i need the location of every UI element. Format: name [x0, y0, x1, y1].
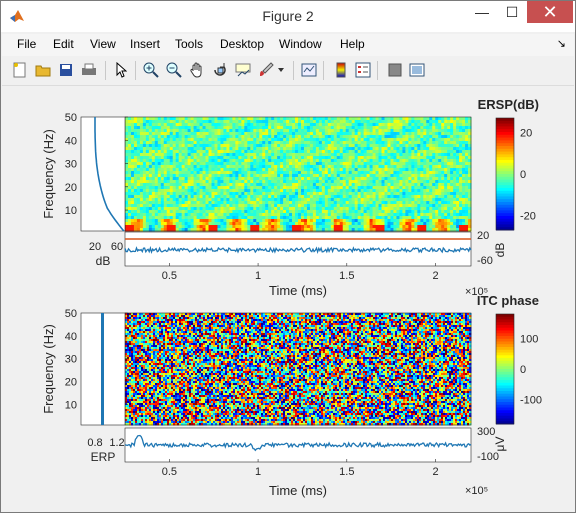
- data-cursor-icon[interactable]: [234, 61, 252, 79]
- bottom-ytick-label: 20: [477, 230, 489, 242]
- minimize-button[interactable]: —: [475, 4, 489, 20]
- xtick-label: 2: [432, 466, 438, 478]
- left-xtick-label: 60: [111, 241, 123, 253]
- print-icon[interactable]: [80, 61, 98, 79]
- left-xlabel: dB: [96, 254, 111, 268]
- trace-line: [124, 245, 472, 255]
- x-exponent: ×10⁵: [465, 286, 488, 298]
- menu-desktop[interactable]: Desktop: [220, 37, 265, 51]
- menu-edit[interactable]: Edit: [53, 37, 74, 51]
- show-plot-tools-icon[interactable]: [408, 61, 426, 79]
- ytick-label: 30: [65, 159, 77, 171]
- left-xtick-label: 0.8: [87, 437, 102, 449]
- xlabel: Time (ms): [269, 283, 327, 298]
- chart-title: ERSP(dB): [478, 97, 539, 112]
- colorbar-1[interactable]: 20 0 -20 dB: [493, 117, 536, 258]
- left-xlabel: ERP: [91, 450, 116, 464]
- bottom-ytick-label: 300: [477, 426, 495, 438]
- ytick-label: 50: [65, 308, 77, 320]
- menu-bar: File Edit View Insert Tools Desktop Wind…: [2, 34, 574, 56]
- ytick-label: 50: [65, 112, 77, 124]
- left-xtick-label: 20: [89, 241, 101, 253]
- menu-file[interactable]: File: [17, 37, 37, 51]
- ylabel: Frequency (Hz): [41, 324, 56, 414]
- legend-icon[interactable]: [354, 61, 372, 79]
- bottom-panel-2: 300 -100: [124, 426, 499, 463]
- ytick-label: 40: [65, 135, 77, 147]
- toolbar: [2, 57, 574, 86]
- colorbar-label: μV: [493, 437, 507, 452]
- save-icon[interactable]: [57, 61, 75, 79]
- chart-title: ITC phase: [477, 293, 539, 308]
- xtick-label: 1.5: [339, 270, 354, 282]
- ytick-label: 10: [65, 205, 77, 217]
- colorbar-icon[interactable]: [332, 61, 350, 79]
- zoom-out-icon[interactable]: [165, 61, 183, 79]
- colorbar-label: dB: [493, 243, 507, 258]
- colorbar-tick-label: -20: [520, 210, 536, 222]
- hide-plot-tools-icon[interactable]: [386, 61, 404, 79]
- link-plot-icon[interactable]: [300, 61, 318, 79]
- menu-tools[interactable]: Tools: [175, 37, 204, 51]
- title-bar: Figure 2 — ☐ ✕: [1, 1, 575, 32]
- ytick-label: 20: [65, 377, 77, 389]
- ytick-label: 30: [65, 354, 77, 366]
- pan-icon[interactable]: [188, 61, 206, 79]
- xtick-label: 1.5: [339, 466, 354, 478]
- trace-line: [124, 434, 472, 452]
- xtick-label: 2: [432, 270, 438, 282]
- ytick-label: 40: [65, 331, 77, 343]
- menu-insert[interactable]: Insert: [130, 37, 161, 51]
- dropdown-arrow-icon[interactable]: [276, 61, 286, 79]
- xlabel: Time (ms): [269, 483, 327, 498]
- xtick-label: 1: [255, 466, 261, 478]
- new-figure-icon[interactable]: [11, 61, 29, 79]
- colorbar-tick-label: 0: [520, 169, 526, 181]
- ylabel: Frequency (Hz): [41, 129, 56, 219]
- bottom-ytick-label: -100: [477, 451, 499, 463]
- erp-bar: [101, 313, 104, 425]
- maximize-button[interactable]: ☐: [505, 4, 519, 20]
- open-file-icon[interactable]: [34, 61, 52, 79]
- menu-window[interactable]: Window: [279, 37, 322, 51]
- brush-icon[interactable]: [257, 61, 275, 79]
- menu-help[interactable]: Help: [340, 37, 365, 51]
- window-title: Figure 2: [262, 8, 314, 24]
- xtick-label: 1: [255, 270, 261, 282]
- matlab-icon: [10, 10, 24, 22]
- zoom-in-icon[interactable]: [142, 61, 160, 79]
- colorbar-tick-label: 0: [520, 364, 526, 376]
- colorbar-tick-label: -100: [520, 395, 542, 407]
- left-xtick-label: 1.2: [109, 437, 124, 449]
- ytick-label: 10: [65, 399, 77, 411]
- figure-canvas: 20 60 dB 10 20 30 40 50 Frequency (Hz) 20 -60 0.5 1 1…: [9, 87, 569, 507]
- heatmap-2[interactable]: [125, 313, 472, 426]
- spectrum-line: [94, 117, 125, 232]
- colorbar-2[interactable]: 100 0 -100 μV: [493, 313, 542, 452]
- heatmap-1[interactable]: [125, 117, 472, 232]
- rotate-3d-icon[interactable]: [211, 61, 229, 79]
- dock-icon[interactable]: ↘: [556, 38, 566, 50]
- menu-view[interactable]: View: [90, 37, 116, 51]
- close-button[interactable]: ✕: [527, 1, 573, 23]
- ytick-label: 20: [65, 182, 77, 194]
- bottom-panel-1: 20 -60: [124, 230, 493, 267]
- xtick-label: 0.5: [162, 270, 177, 282]
- x-exponent: ×10⁵: [465, 485, 488, 497]
- colorbar-tick-label: 20: [520, 128, 532, 140]
- colorbar-tick-label: 100: [520, 333, 538, 345]
- xtick-label: 0.5: [162, 466, 177, 478]
- pointer-icon[interactable]: [112, 61, 130, 79]
- bottom-ytick-label: -60: [477, 255, 493, 267]
